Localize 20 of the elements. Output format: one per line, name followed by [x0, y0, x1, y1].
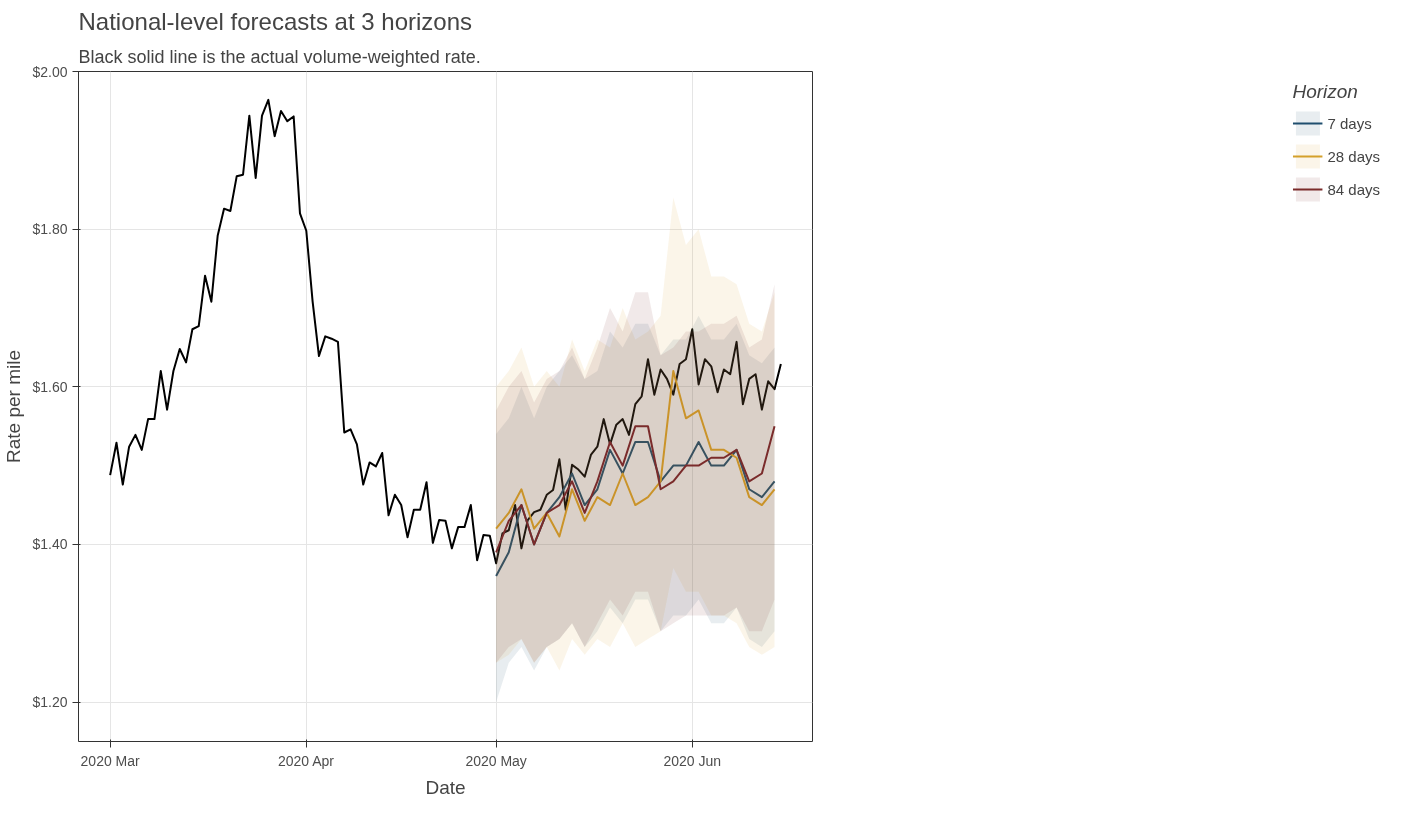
line-series [495, 425, 776, 554]
chart-title: National-level forecasts at 3 horizons [78, 7, 473, 35]
y-tick-label: $1.20 [32, 694, 68, 711]
y-axis-title: Rate per mile [3, 349, 25, 463]
legend-label: 84 days [1327, 180, 1380, 198]
x-tick-label: 2020 Jun [663, 752, 722, 769]
x-axis-title: Date [425, 776, 466, 798]
x-tick-label: 2020 May [465, 752, 527, 769]
y-tick-label: $2.00 [32, 63, 68, 80]
y-tick-label: $1.60 [32, 378, 68, 395]
legend-label: 7 days [1327, 114, 1372, 132]
legend-label: 28 days [1327, 147, 1380, 165]
line-series [495, 370, 776, 538]
line-series [109, 98, 782, 565]
x-tick-label: 2020 Apr [277, 752, 335, 769]
y-tick-label: $1.80 [32, 221, 68, 238]
x-tick-label: 2020 Mar [80, 752, 141, 769]
legend-title: Horizon [1292, 81, 1359, 103]
chart-subtitle: Black solid line is the actual volume-weighted rate. [78, 46, 481, 67]
y-tick-label: $1.40 [32, 536, 68, 553]
